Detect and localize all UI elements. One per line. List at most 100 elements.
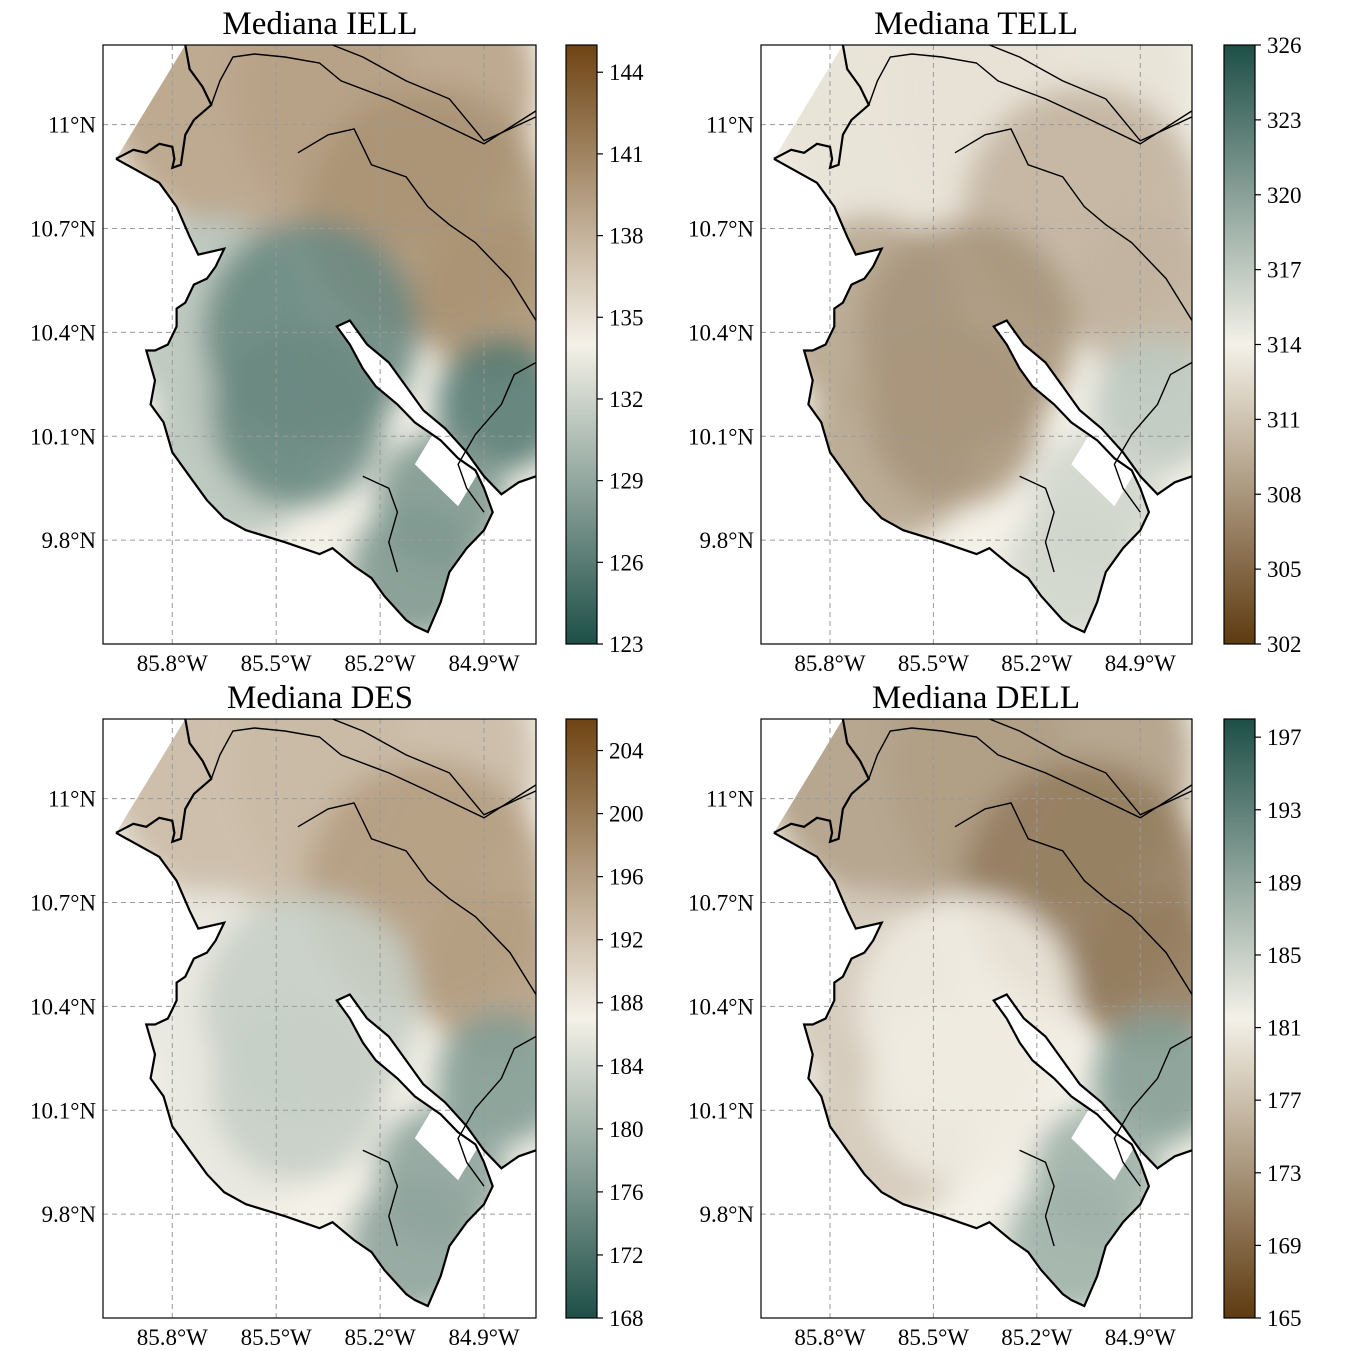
colorbar-tick-label: 314 — [1267, 333, 1302, 358]
province-boundary — [362, 1149, 399, 1247]
border-line — [332, 719, 536, 816]
colorbar-tick-label: 317 — [1267, 258, 1302, 283]
contour-region-center — [868, 1000, 1042, 1181]
y-tick-label: 10.1°N — [688, 424, 754, 449]
contour-field — [773, 45, 1192, 632]
map-panel-2: Mediana TELL 85.8°W 85.5°W 85.2°W 84.9°W 11°N… — [688, 6, 1302, 676]
contour-region-northeast-interior — [414, 215, 536, 378]
colorbar-tick-label: 129 — [609, 469, 644, 494]
y-tick-label: 10.4°N — [688, 994, 754, 1019]
colorbar-tick-label: 172 — [609, 1243, 644, 1268]
border-line — [210, 53, 536, 145]
colorbar-tick-label: 132 — [609, 387, 644, 412]
y-tick-label: 11°N — [48, 113, 96, 138]
colorbar-tick-label: 173 — [1267, 1161, 1302, 1186]
y-tick-label: 11°N — [706, 113, 754, 138]
x-tick-label: 85.2°W — [1001, 651, 1072, 676]
contour-region-northeast-interior — [1071, 215, 1192, 378]
x-tick-label: 85.8°W — [137, 651, 208, 676]
y-tick-label: 11°N — [48, 787, 96, 812]
panel-title: Mediana IELL — [222, 6, 417, 42]
colorbar-tick-label: 320 — [1267, 183, 1302, 208]
province-boundary — [1019, 1149, 1055, 1247]
contour-region-northeast-interior — [1071, 889, 1192, 1052]
x-tick-label: 85.5°W — [898, 651, 969, 676]
x-tick-label: 85.8°W — [794, 1325, 865, 1350]
panel-title: Mediana TELL — [874, 6, 1078, 42]
panel-title: Mediana DELL — [872, 680, 1080, 716]
x-tick-label: 85.2°W — [345, 651, 416, 676]
contour-region-center — [211, 326, 385, 507]
province-boundary — [362, 475, 399, 573]
map-frame — [760, 718, 1193, 1319]
colorbar-tick-label: 123 — [609, 632, 644, 657]
colorbar-tick-label: 308 — [1267, 482, 1302, 507]
colorbar-tick-label: 305 — [1267, 557, 1302, 582]
province-boundary — [954, 128, 1192, 321]
y-tick-label: 11°N — [706, 787, 754, 812]
colorbar-tick-label: 323 — [1267, 108, 1302, 133]
map-panel-4: Mediana DELL 85.8°W 85.5°W 85.2°W 84.9°W 11°N… — [688, 680, 1302, 1350]
map-frame — [760, 44, 1193, 645]
y-tick-label: 9.8°N — [41, 1202, 96, 1227]
no-data-patch — [414, 428, 480, 507]
panel-title: Mediana DES — [227, 680, 413, 716]
coastline — [773, 831, 1192, 1308]
x-tick-label: 84.9°W — [448, 1325, 519, 1350]
contour-region-center — [211, 1000, 385, 1181]
y-tick-label: 10.7°N — [30, 891, 96, 916]
colorbar-tick-label: 184 — [609, 1054, 644, 1079]
colorbar — [1223, 718, 1256, 1319]
contour-field — [116, 45, 536, 632]
map-frame — [102, 44, 537, 645]
coastline-north — [773, 45, 871, 170]
province-boundary — [457, 1035, 536, 1187]
colorbar — [565, 44, 598, 645]
no-data-patch — [414, 1102, 480, 1181]
colorbar-tick-label: 144 — [609, 60, 644, 85]
y-tick-label: 10.1°N — [30, 1098, 96, 1123]
colorbar — [1223, 44, 1256, 645]
colorbar-tick-label: 177 — [1267, 1088, 1302, 1113]
colorbar-tick-label: 204 — [609, 739, 644, 764]
map-panel-3: Mediana DES 85.8°W 85.5°W 85.2°W 84.9°W 11°N 1… — [30, 680, 644, 1350]
no-data-patch — [1071, 428, 1136, 507]
colorbar-tick-label: 193 — [1267, 798, 1302, 823]
colorbar-tick-label: 180 — [609, 1117, 644, 1142]
border-line — [868, 53, 1192, 145]
y-tick-label: 10.7°N — [30, 217, 96, 242]
y-tick-label: 10.4°N — [688, 320, 754, 345]
coastline — [773, 157, 1192, 634]
coastline-north — [115, 719, 213, 844]
contour-region-center — [868, 326, 1042, 507]
y-tick-label: 9.8°N — [699, 1202, 754, 1227]
y-tick-label: 10.7°N — [688, 217, 754, 242]
coastline — [115, 831, 536, 1308]
y-tick-label: 9.8°N — [699, 528, 754, 553]
y-tick-label: 9.8°N — [41, 528, 96, 553]
province-boundary — [1113, 1035, 1192, 1187]
colorbar-tick-label: 141 — [609, 142, 644, 167]
province-boundary — [1113, 361, 1192, 513]
coastline-north — [115, 45, 213, 170]
map-panel-1: Mediana IELL 85.8°W 85.5°W 85.2°W 84.9°W 11°N… — [30, 6, 644, 676]
y-tick-label: 10.4°N — [30, 994, 96, 1019]
map-frame — [102, 718, 537, 1319]
y-tick-label: 10.4°N — [30, 320, 96, 345]
colorbar-tick-label: 326 — [1267, 33, 1302, 58]
colorbar — [565, 718, 598, 1319]
colorbar-tick-label: 126 — [609, 550, 644, 575]
contour-field — [773, 719, 1192, 1306]
colorbar-tick-label: 192 — [609, 928, 644, 953]
x-tick-label: 85.5°W — [241, 651, 312, 676]
border-line — [989, 45, 1192, 142]
x-tick-label: 84.9°W — [1105, 1325, 1176, 1350]
province-boundary — [1019, 475, 1055, 573]
no-data-patch — [1071, 1102, 1136, 1181]
province-boundary — [457, 361, 536, 513]
border-line — [210, 727, 536, 819]
y-tick-label: 10.1°N — [30, 424, 96, 449]
x-tick-label: 85.8°W — [137, 1325, 208, 1350]
coastline-north — [773, 719, 871, 844]
